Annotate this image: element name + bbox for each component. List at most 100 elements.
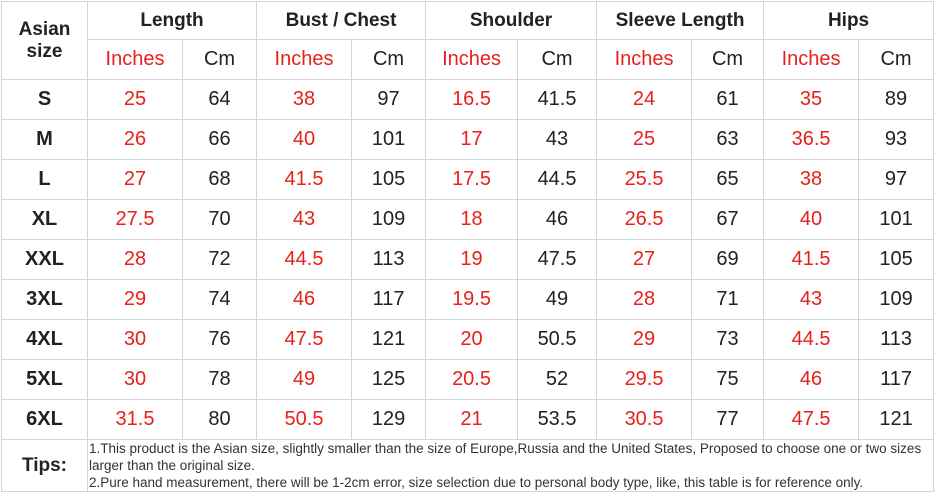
measure-cell: 41.5: [256, 159, 353, 200]
measure-cell: 19.5: [425, 279, 519, 320]
size-row: S 25 64 38 97 16.5 41.5 24 61 35 89: [1, 79, 934, 120]
measure-cell: 36.5: [763, 119, 860, 160]
measure-cell: 46: [256, 279, 353, 320]
measure-cell: 25: [596, 119, 693, 160]
unit-header: Inches: [87, 39, 183, 80]
measure-cell: 77: [691, 399, 765, 440]
measure-cell: 30: [87, 359, 183, 400]
measure-cell: 105: [858, 239, 934, 280]
measure-cell: 69: [691, 239, 765, 280]
measure-cell: 73: [691, 319, 765, 360]
size-row: XL 27.5 70 43 109 18 46 26.5 67 40 101: [1, 199, 934, 240]
measure-cell: 28: [596, 279, 693, 320]
measure-cell: 44.5: [517, 159, 598, 200]
measure-cell: 24: [596, 79, 693, 120]
measure-cell: 101: [351, 119, 427, 160]
measure-cell: 17: [425, 119, 519, 160]
measure-cell: 20.5: [425, 359, 519, 400]
measure-cell: 109: [351, 199, 427, 240]
measure-cell: 125: [351, 359, 427, 400]
measure-cell: 29: [87, 279, 183, 320]
unit-header: Inches: [256, 39, 353, 80]
measure-cell: 43: [517, 119, 598, 160]
size-cell: S: [1, 79, 88, 120]
measure-cell: 38: [763, 159, 860, 200]
unit-header: Inches: [425, 39, 519, 80]
group-header: Length: [86, 1, 258, 40]
measure-cell: 40: [256, 119, 353, 160]
measure-cell: 26: [87, 119, 183, 160]
group-header: Hips: [763, 1, 934, 40]
size-row: 6XL 31.5 80 50.5 129 21 53.5 30.5 77 47.5 121: [1, 399, 934, 440]
measure-cell: 30.5: [596, 399, 693, 440]
measure-cell: 18: [425, 199, 519, 240]
measure-cell: 28: [87, 239, 183, 280]
measure-cell: 66: [181, 119, 258, 160]
measure-cell: 80: [181, 399, 258, 440]
measure-cell: 63: [691, 119, 765, 160]
measure-cell: 17.5: [425, 159, 519, 200]
measure-cell: 40: [763, 199, 860, 240]
unit-header: Cm: [858, 39, 934, 80]
measure-cell: 76: [181, 319, 258, 360]
measure-cell: 16.5: [425, 79, 519, 120]
size-row: 5XL 30 78 49 125 20.5 52 29.5 75 46 117: [1, 359, 934, 400]
measure-cell: 43: [763, 279, 860, 320]
measure-cell: 52: [517, 359, 598, 400]
subheader-row: Inches Cm Inches Cm Inches Cm Inches Cm Inches Cm: [2, 39, 934, 80]
measure-cell: 113: [858, 319, 934, 360]
measure-cell: 97: [858, 159, 934, 200]
measure-cell: 121: [351, 319, 427, 360]
measure-cell: 47.5: [256, 319, 353, 360]
measure-cell: 49: [256, 359, 353, 400]
size-row: 4XL 30 76 47.5 121 20 50.5 29 73 44.5 113: [1, 319, 934, 360]
measure-cell: 117: [351, 279, 427, 320]
measure-cell: 74: [181, 279, 258, 320]
measure-cell: 26.5: [596, 199, 693, 240]
size-cell: 6XL: [1, 399, 88, 440]
size-cell: M: [1, 119, 88, 160]
size-cell: XXL: [1, 239, 88, 280]
tips-label: Tips:: [1, 439, 88, 492]
measure-cell: 93: [858, 119, 934, 160]
size-cell: 4XL: [1, 319, 88, 360]
measure-cell: 50.5: [256, 399, 353, 440]
size-label: Asian size: [1, 1, 88, 80]
measure-cell: 78: [181, 359, 258, 400]
measure-cell: 61: [691, 79, 765, 120]
measure-cell: 129: [351, 399, 427, 440]
measure-cell: 41.5: [763, 239, 860, 280]
measure-cell: 27.5: [87, 199, 183, 240]
header-row: Asian size Length Bust / Chest Shoulder Slee…: [1, 1, 934, 80]
size-row: L 27 68 41.5 105 17.5 44.5 25.5 65 38 97: [1, 159, 934, 200]
measure-cell: 35: [763, 79, 860, 120]
measure-cell: 46: [763, 359, 860, 400]
measure-cell: 64: [181, 79, 258, 120]
measure-cell: 25.5: [596, 159, 693, 200]
measure-cell: 20: [425, 319, 519, 360]
tip-line: 2.Pure hand measurement, there will be 1…: [89, 475, 864, 490]
measure-cell: 29.5: [596, 359, 693, 400]
measure-cell: 44.5: [763, 319, 860, 360]
measure-cell: 75: [691, 359, 765, 400]
measure-cell: 44.5: [256, 239, 353, 280]
measure-cell: 47.5: [517, 239, 598, 280]
measure-cell: 113: [351, 239, 427, 280]
tips-row: Tips: 1.This product is the Asian size, s…: [1, 439, 934, 492]
measure-cell: 70: [181, 199, 258, 240]
measure-cell: 101: [858, 199, 934, 240]
size-cell: XL: [1, 199, 88, 240]
measure-cell: 89: [858, 79, 934, 120]
measure-cell: 49: [517, 279, 598, 320]
unit-header: Inches: [763, 39, 860, 80]
unit-header: Cm: [351, 39, 427, 80]
group-header: Bust / Chest: [256, 1, 427, 40]
unit-header: Cm: [691, 39, 765, 80]
measure-cell: 43: [256, 199, 353, 240]
group-header: Sleeve Length: [596, 1, 765, 40]
size-row: M 26 66 40 101 17 43 25 63 36.5 93: [1, 119, 934, 160]
measure-cell: 71: [691, 279, 765, 320]
size-cell: 3XL: [1, 279, 88, 320]
unit-header: Inches: [596, 39, 693, 80]
